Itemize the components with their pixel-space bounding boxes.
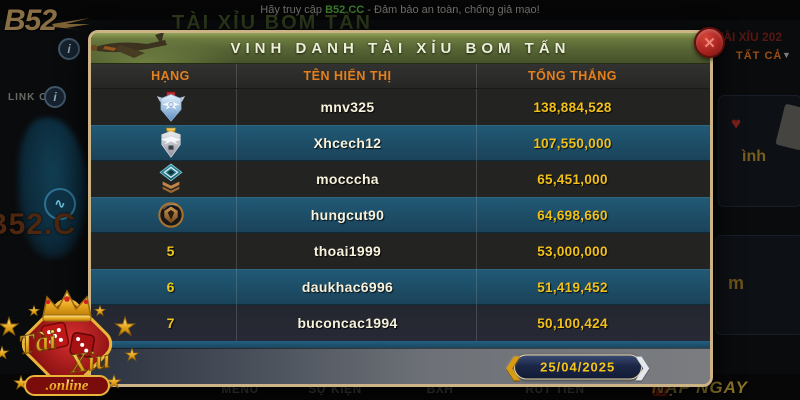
total-win-cell: 64,698,660 <box>476 197 710 233</box>
game-tile-label: ình <box>742 148 766 165</box>
table-row: 5 thoai1999 53,000,000 <box>91 233 710 269</box>
rank-cell <box>91 197 236 233</box>
star-icons <box>0 304 140 390</box>
rank-cell: 7 <box>91 305 236 341</box>
logo-text-xiu: Xỉu <box>67 343 112 378</box>
mascot-graphic <box>18 118 88 258</box>
player-name: hungcut90 <box>310 207 385 223</box>
total-win: 107,550,000 <box>533 135 612 151</box>
player-name-cell: Xhcech12 <box>236 125 476 161</box>
column-header-total: TỔNG THẮNG <box>476 64 710 88</box>
total-win-cell: 65,451,000 <box>476 161 710 197</box>
rank-cell <box>91 125 236 161</box>
rank-3-badge-icon <box>158 163 183 194</box>
player-name-cell: mnv325 <box>236 89 476 125</box>
table-row: 6 daukhac6996 51,419,452 <box>91 269 710 305</box>
player-name: mocccha <box>316 171 379 187</box>
game-tile[interactable] <box>715 235 800 335</box>
logo-text-tai: Tài <box>16 324 59 360</box>
total-win-cell: 50,100,424 <box>476 305 710 341</box>
dice-icon <box>40 321 70 351</box>
modal-footer: ❮ 25/04/2025 ❯ <box>91 348 710 384</box>
notice-prefix: Hãy truy cập <box>260 4 326 16</box>
b52-logo: B52 <box>4 4 57 37</box>
b52-wing-icon <box>52 18 90 30</box>
crown-icon <box>42 289 92 322</box>
rank-cell <box>91 89 236 125</box>
lobby-topright-title: TÀI XỈU 202 <box>716 30 783 44</box>
modal-title-bar: VINH DANH TÀI XỈU BOM TẤN <box>91 33 710 64</box>
table-row: hungcut90 64,698,660 <box>91 197 710 233</box>
rank-4-badge-icon <box>157 202 184 228</box>
rank-cell: 5 <box>91 233 236 269</box>
player-name: mnv325 <box>320 99 375 115</box>
player-name-cell: mocccha <box>236 161 476 197</box>
total-win: 65,451,000 <box>537 171 608 187</box>
notice-suffix: - Đảm bảo an toàn, chống giả mạo! <box>364 4 540 16</box>
date-picker: ❮ 25/04/2025 ❯ <box>503 354 652 379</box>
total-win-cell: 107,550,000 <box>476 125 710 161</box>
total-win-cell: 138,884,528 <box>476 89 710 125</box>
leaderboard-modal: VINH DANH TÀI XỈU BOM TẤN HẠNG TÊN HIỂN … <box>88 27 725 387</box>
link-label: LINK C <box>8 92 48 103</box>
total-win: 51,419,452 <box>537 279 608 295</box>
total-win-cell: 51,419,452 <box>476 269 710 305</box>
total-win: 53,000,000 <box>537 243 608 259</box>
player-name-cell: daukhac6996 <box>236 269 476 305</box>
notice-site-link[interactable]: B52.CC <box>325 4 365 16</box>
table-row: Xhcech12 107,550,000 <box>91 125 710 161</box>
table-row: 7 buconcac1994 50,100,424 <box>91 305 710 341</box>
modal-title: VINH DANH TÀI XỈU BOM TẤN <box>230 39 571 57</box>
close-icon[interactable]: ✕ <box>694 27 725 58</box>
player-name: buconcac1994 <box>297 315 398 331</box>
leaderboard-rows: mnv325 138,884,528 Xhcech12 107,550,000 <box>91 89 710 341</box>
rank-cell <box>91 161 236 197</box>
caret-down-icon: ▼ <box>782 50 791 60</box>
heart-icon: ♥ <box>731 114 742 133</box>
table-header: HẠNG TÊN HIỂN THỊ TỔNG THẮNG <box>91 64 710 89</box>
player-name-cell: hungcut90 <box>236 197 476 233</box>
total-win: 64,698,660 <box>537 207 608 223</box>
total-win: 50,100,424 <box>537 315 608 331</box>
taixiu-online-logo: Tài Xỉu .online <box>0 289 140 396</box>
info-icon[interactable]: i <box>44 86 66 108</box>
total-win-cell: 53,000,000 <box>476 233 710 269</box>
partial-row <box>91 341 710 348</box>
next-date-arrow-icon[interactable]: ❯ <box>632 353 652 379</box>
total-win: 138,884,528 <box>533 99 612 115</box>
table-row: mocccha 65,451,000 <box>91 161 710 197</box>
rank-2-badge-icon <box>160 127 181 158</box>
filter-all-tab[interactable]: TẤT CẢ <box>736 50 783 62</box>
logo-text-online: .online <box>46 378 89 394</box>
column-header-rank: HẠNG <box>151 69 190 83</box>
rank-1-badge-icon <box>156 91 185 122</box>
player-name-cell: thoai1999 <box>236 233 476 269</box>
player-name: daukhac6996 <box>301 279 394 295</box>
rank-number: 6 <box>166 279 175 295</box>
logo-ribbon <box>24 375 110 396</box>
dice-icon <box>69 331 96 358</box>
player-name-cell: buconcac1994 <box>236 305 476 341</box>
player-name: thoai1999 <box>313 243 382 259</box>
top-notice-bar: Hãy truy cập B52.CC - Đảm bảo an toàn, c… <box>0 0 800 20</box>
prev-date-arrow-icon[interactable]: ❮ <box>503 353 523 379</box>
game-tile-label: m <box>728 273 745 293</box>
lobby-section-title: TÀI XỈU BOM TẤN <box>172 12 372 34</box>
pulse-icon: ∿ <box>44 188 76 220</box>
bomber-plane-icon <box>91 33 167 58</box>
player-name: Xhcech12 <box>313 135 382 151</box>
rank-number: 7 <box>166 315 175 331</box>
rank-cell: 6 <box>91 269 236 305</box>
b52-watermark: B52.C <box>0 208 77 241</box>
info-icon[interactable]: i <box>58 38 80 60</box>
rank-number: 5 <box>166 243 175 259</box>
column-header-name: TÊN HIỂN THỊ <box>236 64 476 88</box>
date-display[interactable]: 25/04/2025 <box>513 354 642 379</box>
table-row: mnv325 138,884,528 <box>91 89 710 125</box>
